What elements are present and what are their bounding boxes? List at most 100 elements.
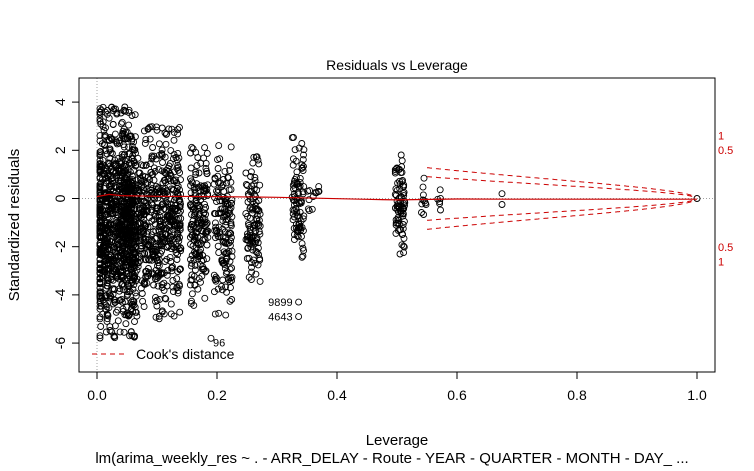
data-point [296, 174, 304, 182]
data-point [112, 198, 120, 205]
data-point [174, 130, 182, 138]
data-point [105, 177, 113, 185]
data-point [116, 137, 124, 145]
data-point [169, 277, 177, 284]
data-point [391, 190, 399, 198]
data-point [107, 275, 115, 283]
data-point [304, 187, 312, 195]
data-point [249, 205, 256, 213]
data-point [99, 122, 107, 130]
data-point [395, 220, 403, 228]
data-point [163, 255, 171, 263]
data-point [149, 144, 157, 151]
data-point [111, 160, 119, 168]
data-point [249, 246, 257, 254]
data-point [298, 240, 306, 248]
data-point [176, 266, 184, 274]
data-point [109, 300, 117, 308]
data-point [120, 151, 128, 159]
data-point [419, 183, 427, 191]
data-point [139, 202, 147, 210]
data-point [169, 204, 176, 212]
data-point [169, 283, 177, 291]
data-point [150, 164, 158, 172]
data-point [219, 176, 227, 183]
data-point [112, 169, 120, 177]
data-point [199, 214, 207, 222]
data-point [188, 143, 196, 151]
data-point [152, 298, 159, 306]
data-point [212, 210, 219, 218]
data-point [213, 230, 221, 238]
data-point [221, 167, 229, 175]
data-point [114, 317, 122, 325]
data-point [420, 211, 428, 218]
data-point [393, 197, 401, 205]
data-point [153, 302, 161, 310]
data-point [203, 170, 211, 178]
data-point [201, 144, 209, 152]
data-point [122, 134, 130, 142]
data-point [226, 265, 234, 273]
data-point [97, 180, 105, 187]
data-point [119, 286, 127, 294]
data-point [111, 130, 119, 138]
data-point [166, 232, 174, 240]
data-point [170, 128, 178, 136]
data-point [140, 235, 148, 243]
data-point [197, 246, 205, 254]
data-point [144, 223, 152, 231]
y-tick-label: -4 [52, 288, 68, 301]
data-point [104, 260, 112, 268]
data-point [103, 110, 111, 118]
data-point [174, 251, 182, 259]
data-point [158, 307, 166, 315]
data-point [120, 328, 128, 336]
data-point [398, 163, 406, 171]
data-point [126, 332, 134, 340]
data-point [130, 333, 138, 341]
data-point [96, 295, 104, 303]
data-point [99, 197, 107, 205]
data-point [226, 161, 234, 169]
data-point [102, 248, 110, 256]
data-point [396, 250, 404, 258]
data-point [120, 143, 128, 151]
chart-subtitle: lm(arima_weekly_res ~ . - ARR_DELAY - Ro… [95, 450, 688, 467]
data-point [147, 186, 155, 194]
point-labels: 9899 4643 96 [213, 297, 293, 349]
data-point [151, 220, 159, 228]
data-point [216, 155, 224, 163]
data-point [218, 257, 226, 265]
data-point [300, 146, 308, 154]
data-point [128, 222, 135, 230]
data-point [173, 156, 181, 164]
data-point [170, 312, 178, 320]
data-point [255, 228, 263, 235]
data-point [119, 184, 127, 192]
data-point [391, 169, 399, 177]
data-point [253, 186, 261, 194]
data-point [152, 313, 160, 321]
data-point [131, 133, 139, 141]
data-point [165, 125, 173, 133]
data-points [96, 103, 701, 342]
data-point [218, 205, 226, 213]
data-point [188, 252, 196, 259]
data-point [170, 168, 178, 176]
data-point [166, 253, 174, 261]
data-point [158, 146, 166, 154]
data-point [221, 213, 229, 220]
data-point [102, 328, 110, 336]
data-point [212, 226, 220, 234]
data-point [227, 234, 235, 241]
data-point [130, 298, 138, 306]
data-point [135, 213, 143, 221]
data-point [137, 214, 145, 221]
data-point [104, 265, 112, 272]
data-point [293, 212, 301, 220]
data-point [157, 222, 165, 230]
x-tick-label: 0.4 [327, 387, 347, 403]
data-point [96, 115, 104, 123]
data-point [149, 250, 157, 258]
